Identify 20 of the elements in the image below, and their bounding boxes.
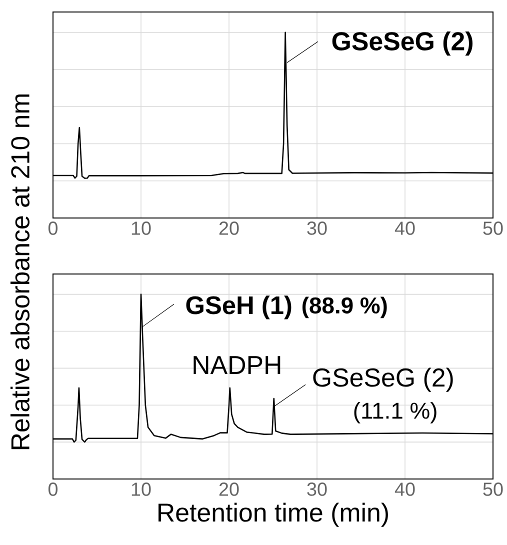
annotation: NADPH (194, 356, 280, 374)
x-tick-label: 50 (483, 482, 503, 496)
x-tick-label: 0 (48, 482, 58, 496)
x-tick-label: 50 (483, 222, 503, 235)
x-tick-label: 10 (132, 222, 151, 235)
annotation: (11.1 %) (354, 402, 436, 424)
annotation: GSeSeG (2) (313, 368, 453, 392)
x-tick-label: 40 (394, 482, 415, 496)
x-tick-label: 0 (48, 222, 58, 235)
annotation: (88.9 %) (302, 296, 387, 318)
x-axis-title: Retention time (min) (158, 502, 388, 527)
x-tick-label: 20 (220, 222, 239, 235)
x-tick-label: 30 (307, 482, 327, 496)
annotation: GSeSeG (2) (332, 31, 473, 56)
x-tick-label: 30 (307, 222, 327, 235)
x-tick-label: 20 (220, 482, 239, 496)
x-tick-label: 10 (132, 482, 151, 496)
annotation: GSeH (1) (186, 296, 292, 320)
x-tick-label: 40 (394, 222, 415, 235)
y-axis-title: Relative absorbance at 210 nm (10, 94, 30, 450)
